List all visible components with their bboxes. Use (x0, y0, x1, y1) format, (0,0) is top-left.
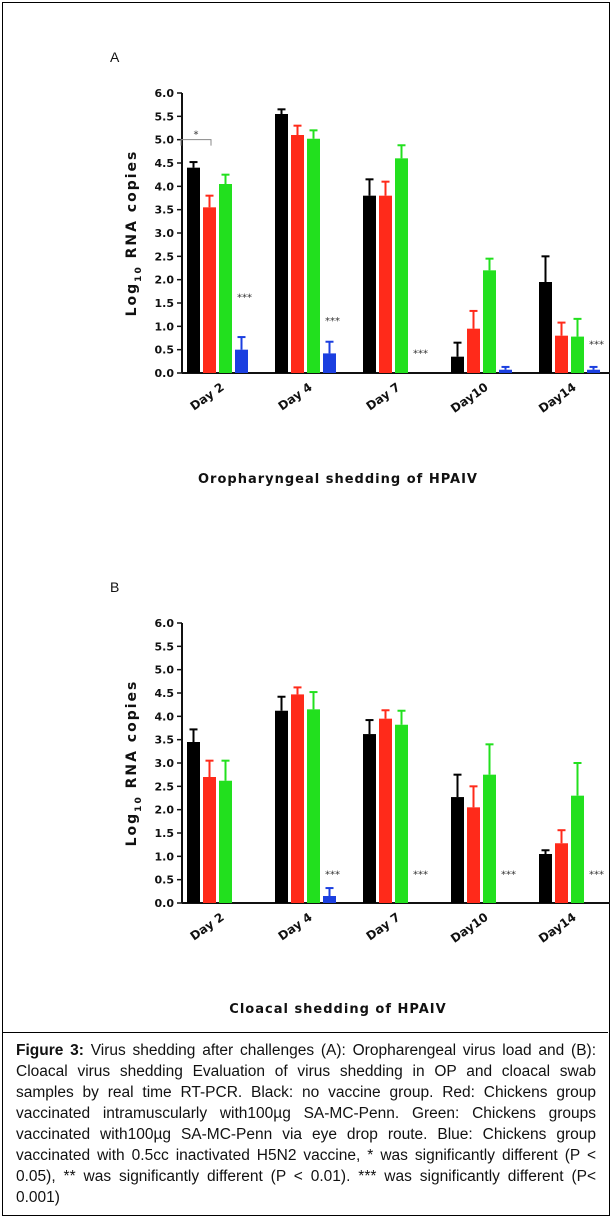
y-tick-label: 1.0 (155, 320, 175, 333)
x-axis-title: Cloacal shedding of HPAIV (229, 1002, 446, 1017)
y-tick-label: 2.0 (155, 804, 175, 817)
bar (483, 270, 496, 373)
bar (451, 356, 464, 373)
y-tick-label: 5.5 (155, 640, 175, 653)
bar (307, 709, 320, 903)
bar (571, 795, 584, 903)
bar (323, 896, 336, 903)
bar (323, 353, 336, 373)
bar (291, 135, 304, 373)
y-tick-label: 6.0 (155, 617, 175, 630)
bar (499, 369, 512, 373)
y-tick-label: 4.0 (155, 180, 175, 193)
bar (363, 734, 376, 903)
bar (187, 742, 200, 903)
significance-marker: *** (413, 869, 428, 880)
category-label: Day 4 (276, 910, 315, 943)
y-tick-label: 1.0 (155, 850, 175, 863)
bar (483, 774, 496, 903)
bar (379, 718, 392, 903)
panel-label: A (110, 49, 120, 65)
y-tick-label: 4.5 (155, 687, 175, 700)
category-label: Day 2 (188, 380, 227, 413)
bar (203, 777, 216, 903)
significance-marker: *** (325, 869, 340, 880)
y-tick-label: 4.5 (155, 157, 175, 170)
significance-marker: *** (325, 316, 340, 327)
y-tick-label: 3.0 (155, 227, 175, 240)
y-tick-label: 1.5 (155, 297, 175, 310)
caption-label: Figure 3: (16, 1042, 84, 1059)
significance-marker: *** (501, 869, 516, 880)
bar (187, 167, 200, 373)
significance-marker: *** (589, 339, 604, 350)
y-tick-label: 5.0 (155, 664, 175, 677)
bar (555, 335, 568, 373)
bar (379, 195, 392, 373)
chart-a: A 0.0 0.5 1.0 1.5 2.0 2.5 3.0 3.5 4.0 4.5 5.0 5.5 6.0… (110, 49, 610, 487)
bar (219, 184, 232, 373)
bar (291, 694, 304, 903)
y-tick-label: 6.0 (155, 87, 175, 100)
bar (539, 282, 552, 373)
x-axis-title: Oropharyngeal shedding of HPAIV (198, 472, 478, 487)
significance-bracket (180, 139, 212, 146)
y-tick-label: 0.0 (155, 367, 175, 380)
bar (467, 328, 480, 373)
category-label: Day10 (448, 380, 491, 416)
panel-label: B (110, 579, 119, 595)
figure-caption: Figure 3: Virus shedding after challenge… (16, 1040, 596, 1208)
bar (363, 195, 376, 373)
bar (451, 797, 464, 903)
bar (275, 114, 288, 373)
y-axis-label: Log10 RNA copies (124, 680, 144, 847)
category-label: Day 4 (276, 380, 315, 413)
bar (275, 710, 288, 903)
category-label: Day14 (536, 380, 579, 416)
bar (307, 138, 320, 373)
figure-panel-box (3, 3, 608, 1033)
y-tick-label: 0.5 (155, 344, 175, 357)
bar (395, 158, 408, 373)
y-tick-label: 2.0 (155, 274, 175, 287)
y-tick-label: 1.5 (155, 827, 175, 840)
significance-marker: *** (237, 293, 252, 304)
chart-b: B 0.0 0.5 1.0 1.5 2.0 2.5 3.0 3.5 4.0 4.5 5.0 5.5 6.0… (110, 579, 610, 1017)
bar (203, 207, 216, 373)
bar (395, 724, 408, 903)
y-tick-label: 2.5 (155, 250, 175, 263)
y-tick-label: 2.5 (155, 780, 175, 793)
y-tick-label: 0.5 (155, 874, 175, 887)
category-label: Day 7 (364, 910, 403, 943)
caption-text: Virus shedding after challenges (A): Oro… (16, 1042, 596, 1206)
y-axis-label: Log10 RNA copies (124, 150, 144, 317)
bar (587, 369, 600, 373)
bar (555, 843, 568, 903)
significance-marker: * (194, 130, 199, 141)
bar (219, 780, 232, 903)
y-tick-label: 3.5 (155, 204, 175, 217)
category-label: Day14 (536, 910, 579, 946)
y-tick-label: 3.0 (155, 757, 175, 770)
bar (235, 349, 248, 373)
bar (467, 807, 480, 903)
y-tick-label: 3.5 (155, 734, 175, 747)
category-label: Day 7 (364, 380, 403, 413)
y-tick-label: 0.0 (155, 897, 175, 910)
significance-marker: *** (589, 869, 604, 880)
significance-marker: *** (413, 349, 428, 360)
bar (571, 336, 584, 373)
bar (539, 854, 552, 903)
y-tick-label: 5.0 (155, 134, 175, 147)
category-label: Day 2 (188, 910, 227, 943)
y-tick-label: 4.0 (155, 710, 175, 723)
category-label: Day10 (448, 910, 491, 946)
y-tick-label: 5.5 (155, 110, 175, 123)
